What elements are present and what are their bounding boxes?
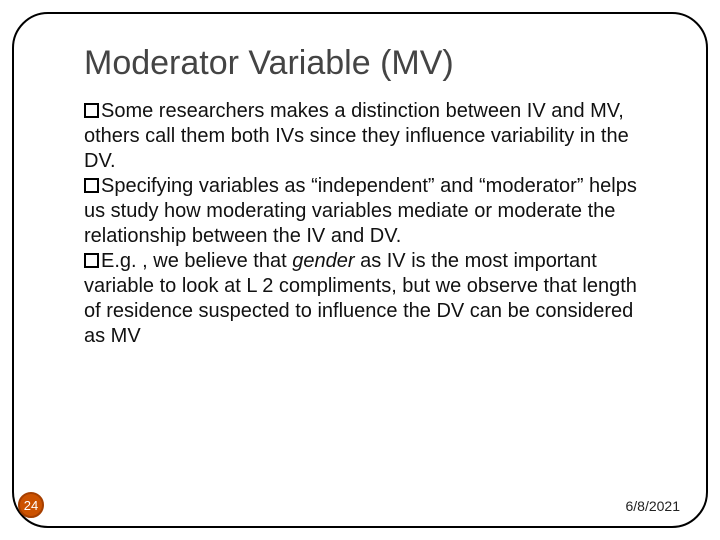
bullet-text-prefix: E.g. , we believe that xyxy=(101,250,292,272)
slide-frame: Moderator Variable (MV) Some researchers… xyxy=(12,12,708,528)
bullet-box-icon xyxy=(84,253,99,268)
bullet-text-italic: gender xyxy=(292,250,354,272)
bullet-box-icon xyxy=(84,103,99,118)
slide-number-badge: 24 xyxy=(18,492,44,518)
slide-body: Some researchers makes a distinction bet… xyxy=(84,99,656,349)
slide-number: 24 xyxy=(24,498,38,513)
bullet-text: Some researchers makes a distinction bet… xyxy=(84,100,629,172)
slide-title: Moderator Variable (MV) xyxy=(84,44,666,83)
bullet-box-icon xyxy=(84,178,99,193)
date-stamp: 6/8/2021 xyxy=(626,498,681,514)
bullet-text: Specifying variables as “independent” an… xyxy=(84,175,637,247)
